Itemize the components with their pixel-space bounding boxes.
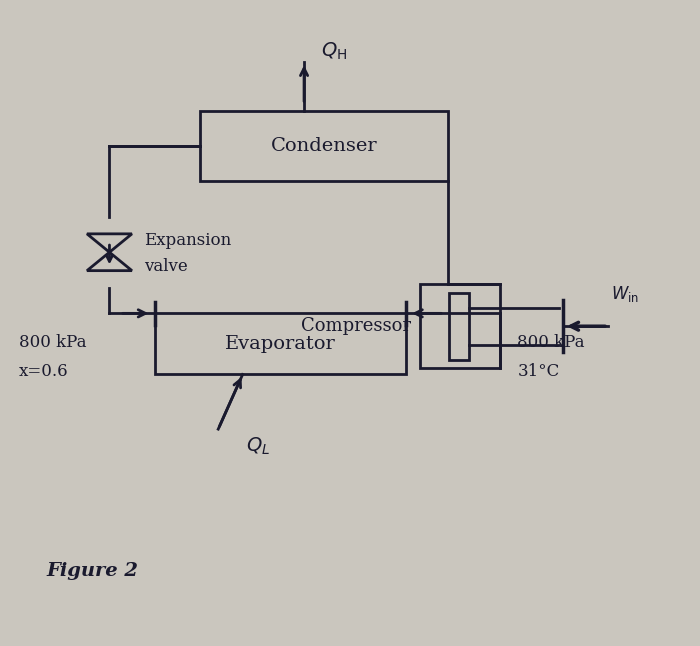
Text: 800 kPa: 800 kPa xyxy=(517,334,584,351)
Bar xyxy=(200,110,447,182)
Text: Condenser: Condenser xyxy=(270,137,377,155)
Text: valve: valve xyxy=(144,258,188,275)
Text: Figure 2: Figure 2 xyxy=(47,561,139,579)
Text: Expansion: Expansion xyxy=(144,232,232,249)
Text: 31°C: 31°C xyxy=(517,363,559,380)
Text: $\mathit{W}_{\mathrm{in}}$: $\mathit{W}_{\mathrm{in}}$ xyxy=(612,284,640,304)
Bar xyxy=(449,293,470,360)
Text: $\mathit{Q}_{L}$: $\mathit{Q}_{L}$ xyxy=(246,435,270,457)
Text: 800 kPa: 800 kPa xyxy=(19,334,86,351)
Text: Evaporator: Evaporator xyxy=(225,335,336,353)
Bar xyxy=(420,284,500,368)
Bar xyxy=(155,313,406,375)
Text: Compressor: Compressor xyxy=(302,317,412,335)
Text: $\mathit{Q}_{\mathrm{H}}$: $\mathit{Q}_{\mathrm{H}}$ xyxy=(321,41,348,62)
Text: x=0.6: x=0.6 xyxy=(19,363,69,380)
